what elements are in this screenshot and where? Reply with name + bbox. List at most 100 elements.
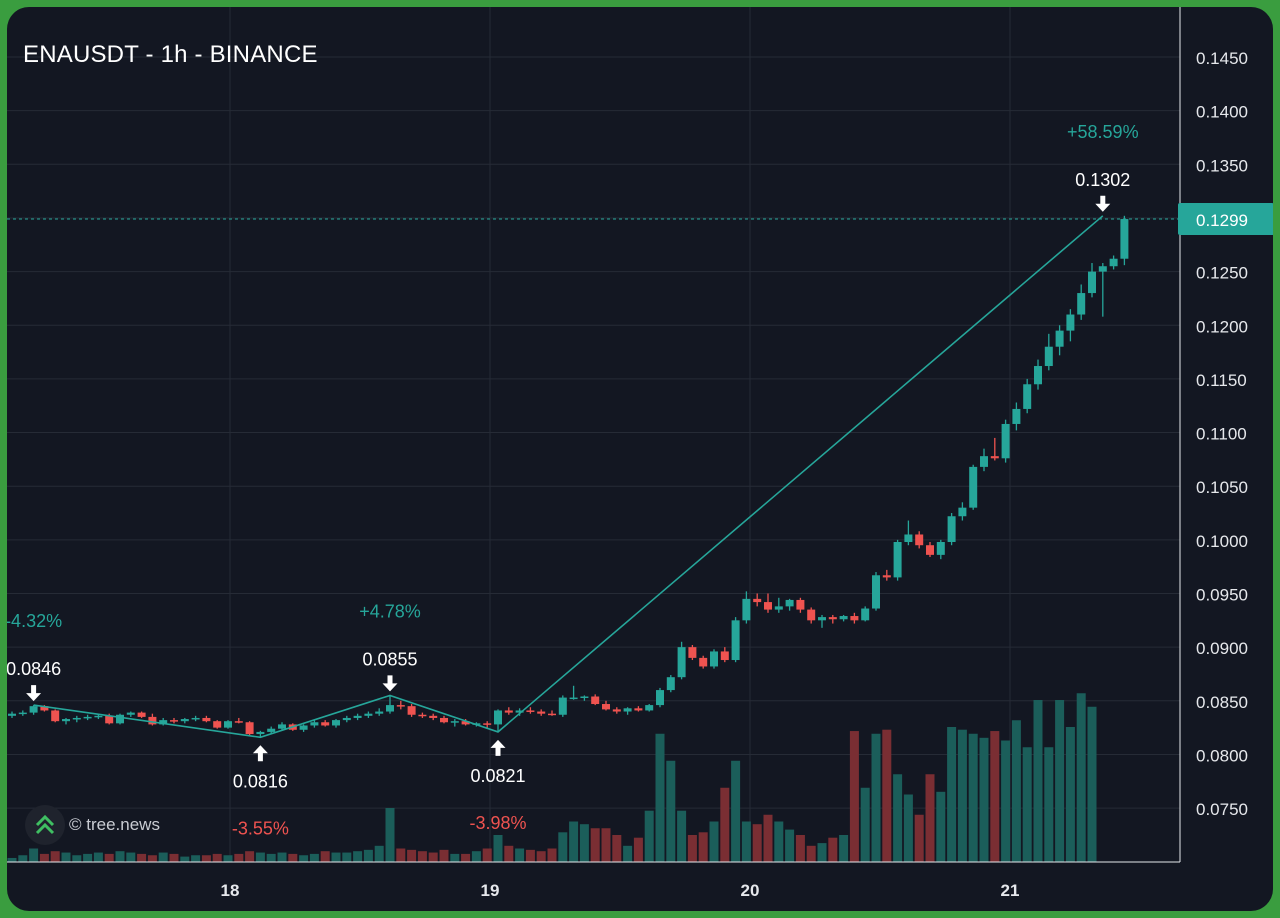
candle-body	[1001, 423, 1010, 459]
candle-body	[1098, 266, 1107, 272]
volume-bar	[893, 774, 903, 862]
volume-bar	[374, 845, 384, 862]
volume-bar	[93, 852, 103, 862]
zigzag-line	[33, 215, 1104, 739]
candle-body	[342, 717, 351, 721]
candle-body	[764, 602, 772, 610]
candle-body	[267, 728, 276, 732]
volume-bar	[903, 794, 913, 862]
volume-bar	[504, 845, 514, 862]
volume-bar	[968, 733, 978, 862]
arrow-down-icon	[1095, 195, 1111, 212]
x-tick-label: 18	[221, 881, 240, 900]
volume-bar	[601, 828, 611, 862]
candle-body	[440, 717, 448, 723]
candle-body	[656, 690, 664, 706]
candle-body	[828, 617, 837, 620]
swing-price-label: 0.1302	[1075, 170, 1130, 190]
candle-body	[310, 722, 319, 726]
volume-bar	[396, 848, 406, 862]
volume-bar	[493, 835, 503, 862]
volume-bar	[579, 824, 589, 862]
candle-body	[1044, 346, 1053, 367]
watermark: © tree.news	[25, 805, 160, 845]
candle-body	[915, 534, 924, 546]
y-tick-label: 0.1350	[1196, 156, 1248, 175]
y-tick-label: 0.1000	[1196, 532, 1248, 551]
volume-bar	[806, 845, 816, 862]
volume-bar	[385, 808, 395, 862]
volume-bar	[201, 855, 211, 862]
candle-body	[450, 721, 459, 723]
candle-body	[936, 541, 945, 555]
swing-change-label: -3.98%	[469, 813, 526, 833]
candle-body	[18, 712, 27, 715]
candle-body	[1077, 293, 1086, 315]
candle-body	[364, 713, 373, 716]
volume-bar	[990, 731, 1000, 862]
volume-bar	[698, 832, 708, 862]
volume-bar	[547, 848, 557, 862]
candle-body	[872, 575, 880, 609]
volume-bar	[644, 810, 654, 862]
candle-body	[321, 722, 330, 726]
candle-body	[105, 715, 114, 724]
candle-body	[1055, 330, 1064, 347]
volume-bar	[147, 855, 157, 862]
chart-panel: 0.0846 -4.32% 0.0816 -3.55% 0.0855 +4.78% 0.08…	[7, 7, 1273, 911]
candle-body	[29, 706, 38, 713]
price-chart[interactable]: 0.0846 -4.32% 0.0816 -3.55% 0.0855 +4.78% 0.08…	[7, 7, 1273, 911]
candle-body	[969, 466, 978, 508]
volume-bar	[1044, 747, 1054, 862]
volume-bar	[461, 853, 471, 862]
volume-bar	[785, 829, 795, 862]
volume-bar	[1001, 740, 1011, 862]
volume-bar	[439, 849, 449, 862]
volume-bar	[29, 848, 39, 862]
candle-body	[526, 710, 535, 712]
candle-body	[170, 720, 178, 722]
volume-bar	[536, 851, 546, 862]
candle-body	[213, 721, 222, 728]
volume-bar	[1065, 727, 1075, 862]
candle-body	[126, 712, 135, 715]
candle-body	[256, 731, 265, 735]
volume-bar	[83, 853, 93, 862]
candle-body	[418, 714, 427, 717]
volume-bar	[633, 837, 643, 862]
candle-body	[72, 717, 81, 720]
candle-body	[688, 647, 697, 658]
candle-body	[710, 651, 718, 667]
candle-body	[742, 598, 751, 621]
candle-body	[332, 720, 340, 726]
candle-body	[62, 719, 70, 722]
volume-bar	[1087, 706, 1097, 862]
volume-bar	[720, 787, 730, 862]
candle-body	[634, 708, 643, 711]
swing-price-label: 0.0855	[362, 649, 417, 669]
volume-bar	[623, 845, 633, 862]
volume-bar	[763, 814, 773, 862]
candle-body	[375, 711, 384, 714]
x-tick-label: 21	[1001, 881, 1020, 900]
volume-bar	[731, 760, 741, 862]
candle-body	[720, 651, 729, 661]
candle-body	[8, 713, 16, 716]
volume-bar	[180, 856, 190, 862]
volume-bar	[482, 848, 492, 862]
candle-body	[753, 598, 762, 603]
candle-body	[645, 705, 654, 711]
volume-bar	[1076, 693, 1086, 862]
volume-bar	[342, 852, 352, 862]
candle-body	[807, 609, 816, 621]
volume-bar	[979, 737, 989, 862]
volume-bar	[126, 852, 136, 862]
candle-body	[839, 616, 848, 620]
candle-body	[94, 715, 103, 718]
candle-body	[1088, 271, 1096, 294]
volume-bar	[223, 855, 233, 862]
volume-bar	[612, 835, 622, 862]
candle-body	[548, 713, 556, 716]
arrow-up-icon	[490, 739, 506, 756]
candle-body	[1012, 408, 1021, 424]
